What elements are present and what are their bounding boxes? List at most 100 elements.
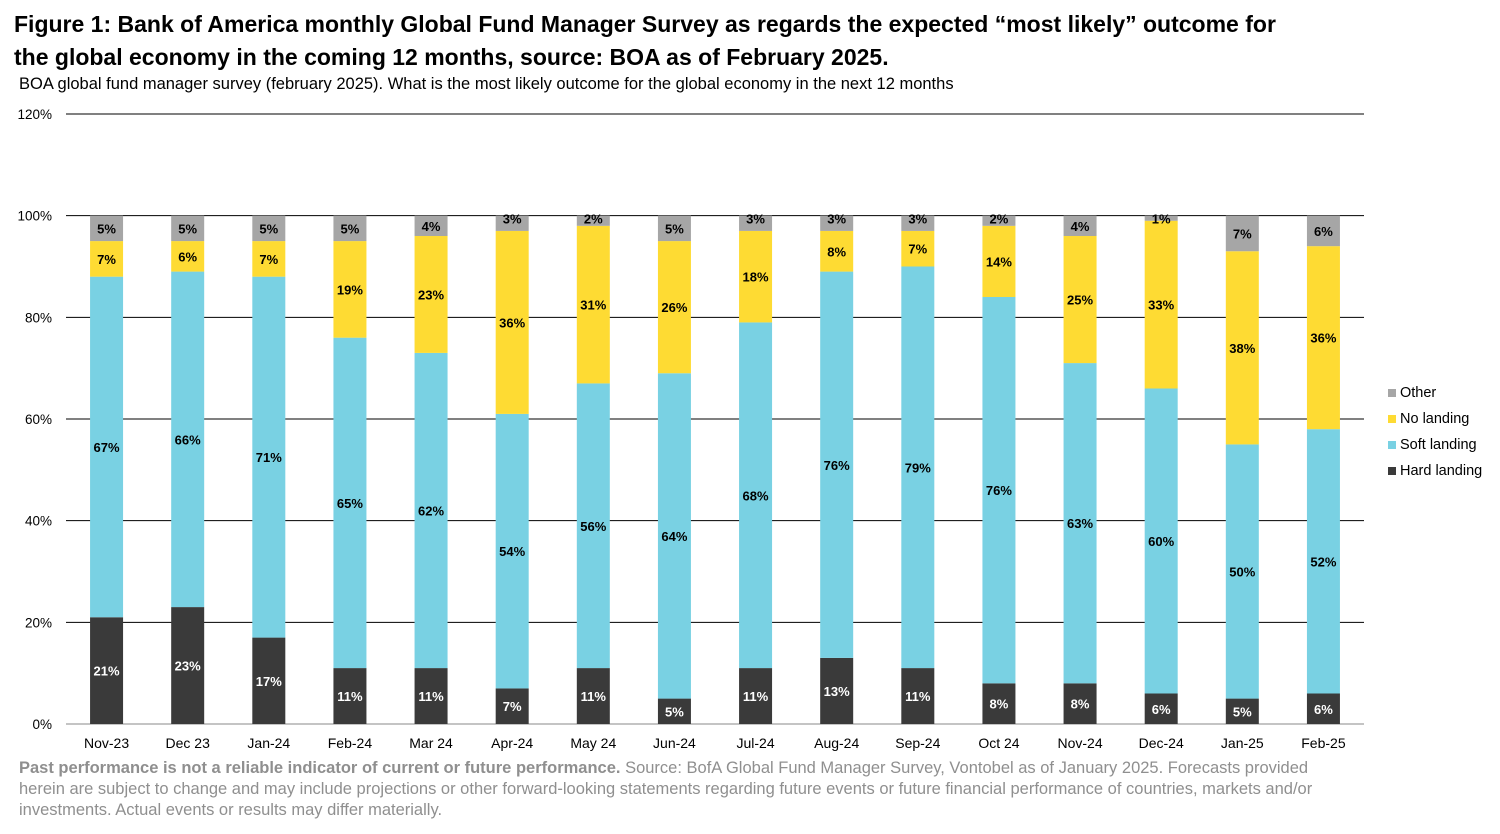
- x-tick-label: Jun-24: [653, 735, 696, 751]
- data-label: 8%: [1071, 697, 1090, 712]
- data-label: 14%: [986, 254, 1012, 269]
- x-tick-label: Apr-24: [491, 735, 533, 751]
- data-label: 8%: [990, 697, 1009, 712]
- data-label: 18%: [743, 270, 769, 285]
- data-label: 7%: [503, 699, 522, 714]
- data-label: 3%: [827, 212, 846, 227]
- data-label: 3%: [503, 212, 522, 227]
- legend-label: No landing: [1400, 411, 1470, 427]
- data-label: 11%: [418, 689, 444, 704]
- x-tick-label: Jul-24: [736, 735, 774, 751]
- bar-segment: [576, 383, 610, 669]
- bar-segment: [739, 668, 773, 724]
- data-label: 5%: [341, 221, 360, 236]
- data-label: 3%: [746, 212, 765, 227]
- bar-segment: [414, 352, 448, 669]
- figure-title: Figure 1: Bank of America monthly Global…: [14, 11, 1276, 70]
- bar-segment: [739, 230, 773, 323]
- x-tick-label: Jan-25: [1221, 735, 1264, 751]
- bar-segment: [901, 266, 935, 669]
- legend-item: No landing: [1388, 406, 1482, 432]
- bars: [90, 215, 1340, 724]
- data-label: 3%: [908, 212, 927, 227]
- legend-swatch: [1388, 389, 1396, 397]
- bar-segment: [90, 276, 124, 618]
- bar-segment: [1063, 215, 1097, 236]
- axes: 0% 20% 40% 60% 80% 100% 120% Nov-23 Dec 23 Jan-24…: [17, 107, 1345, 751]
- legend-label: Hard landing: [1400, 463, 1483, 479]
- bar-segment: [495, 688, 529, 724]
- bar-segment: [252, 276, 286, 638]
- bar-segment: [1144, 220, 1178, 389]
- data-label: 13%: [824, 684, 850, 699]
- bar-segment: [1144, 215, 1178, 221]
- x-tick-label: Feb-25: [1301, 735, 1346, 751]
- data-label: 54%: [499, 544, 525, 559]
- data-label: 7%: [97, 252, 116, 267]
- bar-segment: [1225, 444, 1259, 699]
- data-label: 50%: [1229, 565, 1255, 580]
- x-tick-label: May 24: [570, 735, 616, 751]
- data-label: 52%: [1310, 554, 1336, 569]
- data-label: 5%: [665, 221, 684, 236]
- bar-segment: [171, 241, 205, 272]
- chart-legend: Other No landing Soft landing Hard landing: [1388, 380, 1482, 484]
- bar-segment: [739, 215, 773, 231]
- data-label: 8%: [827, 244, 846, 259]
- data-label: 38%: [1229, 341, 1255, 356]
- data-label: 71%: [256, 450, 282, 465]
- bar-segment: [333, 241, 367, 338]
- data-label: 36%: [1310, 331, 1336, 346]
- data-label: 63%: [1067, 516, 1093, 531]
- bar-segment: [333, 337, 367, 669]
- bar-segment: [901, 215, 935, 231]
- x-tick-label: Nov-23: [84, 735, 129, 751]
- data-label: 66%: [175, 432, 201, 447]
- bar-segment: [495, 215, 529, 231]
- data-label: 79%: [905, 460, 931, 475]
- legend-item: Hard landing: [1388, 458, 1482, 484]
- chart-subtitle: BOA global fund manager survey (february…: [19, 75, 954, 93]
- bar-segment: [820, 271, 854, 658]
- bar-segment: [901, 230, 935, 267]
- data-label: 31%: [580, 298, 606, 313]
- bar-segment: [982, 215, 1016, 226]
- data-label: 4%: [1071, 219, 1090, 234]
- data-label: 5%: [665, 704, 684, 719]
- data-label: 67%: [94, 440, 120, 455]
- data-label: 21%: [94, 664, 120, 679]
- y-tick-label: 0%: [32, 717, 52, 732]
- bar-segment: [1306, 693, 1340, 724]
- data-label: 33%: [1148, 298, 1174, 313]
- data-label: 62%: [418, 504, 444, 519]
- data-label: 11%: [743, 689, 769, 704]
- data-label: 56%: [580, 519, 606, 534]
- bar-segment: [1306, 429, 1340, 694]
- bar-segment: [1306, 215, 1340, 247]
- data-label: 60%: [1148, 534, 1174, 549]
- data-label: 6%: [1314, 702, 1333, 717]
- bar-segment: [657, 373, 691, 699]
- data-label: 68%: [743, 488, 769, 503]
- bar-segment: [90, 617, 124, 724]
- bar-segment: [414, 236, 448, 353]
- bar-segment: [820, 215, 854, 231]
- bar-segment: [495, 230, 529, 414]
- data-label: 26%: [661, 300, 687, 315]
- bar-segment: [414, 668, 448, 724]
- bar-segment: [1306, 246, 1340, 430]
- bar-segment: [739, 322, 773, 669]
- bar-segment: [657, 698, 691, 724]
- data-label: 11%: [581, 689, 607, 704]
- x-tick-label: Aug-24: [814, 735, 859, 751]
- data-label: 1%: [1152, 212, 1171, 227]
- bar-segment: [901, 668, 935, 724]
- bar-segment: [252, 215, 286, 242]
- data-label: 23%: [418, 287, 444, 302]
- footnote: Past performance is not a reliable indic…: [19, 758, 1319, 821]
- data-label: 25%: [1067, 293, 1093, 308]
- x-tick-label: Feb-24: [328, 735, 373, 751]
- data-label: 11%: [337, 689, 363, 704]
- bar-segment: [1225, 251, 1259, 445]
- footnote-source: Source: BofA Global Fund Manager Survey,…: [19, 759, 1313, 819]
